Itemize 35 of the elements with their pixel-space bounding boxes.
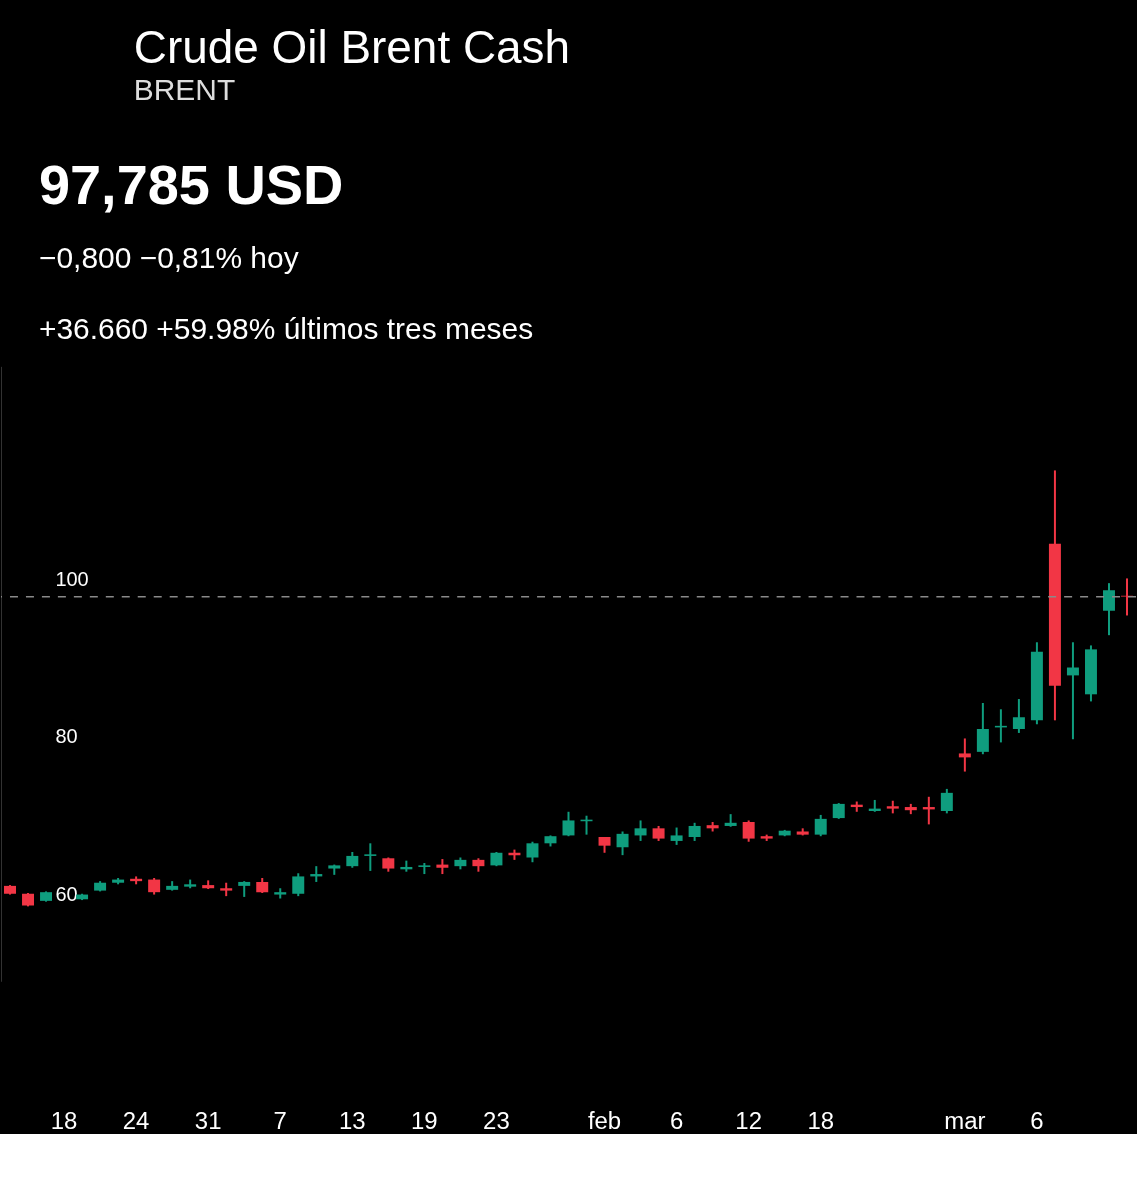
- x-tick-label: 6: [1030, 1106, 1044, 1134]
- y-tick-label: 100: [55, 567, 89, 590]
- candlestick: [364, 842, 377, 872]
- x-tick-label: 12: [735, 1106, 762, 1134]
- x-tick-label: feb: [587, 1106, 622, 1134]
- x-tick-label: 6: [669, 1106, 684, 1134]
- text: +36.660 +59.98% últimos tres meses: [38, 312, 534, 346]
- candlestick: [940, 787, 953, 815]
- text: −0,800 −0,81% hoy: [38, 240, 299, 274]
- candlestick: [688, 821, 701, 842]
- x-tick-label: mar: [944, 1106, 986, 1134]
- x-tick-label: 24: [122, 1106, 150, 1134]
- candlestick: [814, 813, 827, 838]
- candlestick: [976, 701, 989, 756]
- chart-subtitle: BRENT: [133, 72, 236, 106]
- candlestick: [1102, 582, 1115, 637]
- x-tick-label: 23: [483, 1106, 510, 1134]
- text: 97,785 USD: [38, 152, 344, 216]
- candlestick: [526, 840, 539, 864]
- candlestick: [742, 819, 755, 843]
- y-tick-label: 80: [55, 725, 78, 748]
- x-tick-label: 7: [273, 1106, 287, 1134]
- y-tick-label: 60: [55, 883, 78, 906]
- candlestick: [634, 819, 647, 842]
- x-tick-label: 31: [194, 1106, 222, 1134]
- chart-title: Crude Oil Brent Cash: [133, 20, 571, 73]
- candlestick: [562, 810, 575, 838]
- x-tick-label: 13: [338, 1106, 366, 1134]
- x-tick-label: 18: [50, 1106, 78, 1134]
- candlestick: [616, 830, 629, 857]
- candlestick: [1012, 698, 1025, 734]
- x-tick-label: 19: [411, 1106, 438, 1134]
- candlestick: [958, 737, 971, 773]
- x-tick-label: 18: [807, 1106, 835, 1134]
- candlestick: [292, 872, 305, 898]
